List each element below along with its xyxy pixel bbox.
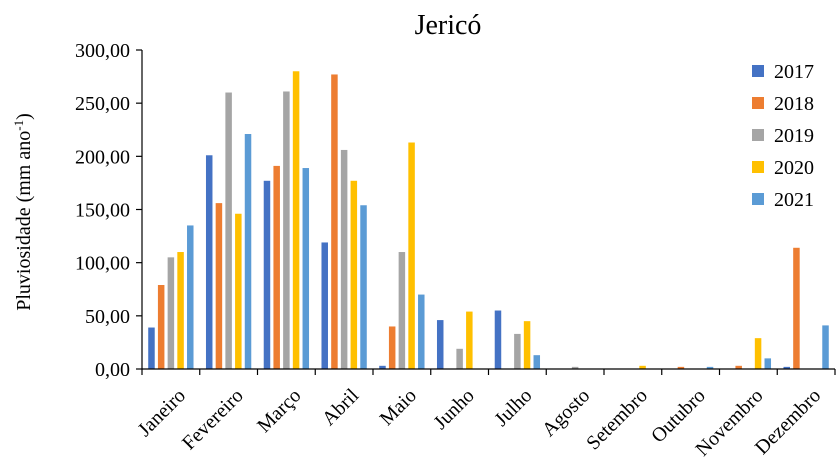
bar-2017-abril: [321, 242, 328, 369]
bar-2017-fevereiro: [205, 155, 213, 369]
bar-2021-janeiro: [187, 225, 194, 369]
bar-2020-junho: [466, 311, 473, 369]
bar-2020-março: [292, 71, 300, 370]
bar-2017-janeiro: [148, 327, 155, 369]
legend-swatch-2019: [752, 129, 764, 141]
bar-2020-abril: [350, 180, 358, 369]
x-tick-label: Maio: [376, 385, 421, 430]
y-tick-label: 200,00: [75, 146, 130, 168]
legend-label-2020: 2020: [774, 157, 814, 179]
legend-label-2021: 2021: [774, 189, 814, 211]
bar-2021-novembro: [764, 358, 772, 369]
bar-2018-dezembro: [793, 247, 800, 369]
x-tick-label: Julho: [490, 385, 536, 431]
legend-label-2018: 2018: [774, 93, 814, 115]
x-tick-label: Fevereiro: [178, 385, 248, 455]
bar-2021-julho: [533, 355, 541, 369]
legend-swatch-2021: [752, 193, 764, 205]
bar-2019-agosto: [571, 366, 579, 369]
bar-2020-janeiro: [177, 252, 184, 369]
bars-group: [148, 71, 829, 370]
y-axis-label: Pluviosidade (mm ano-1): [11, 113, 35, 311]
bar-2019-maio: [398, 252, 406, 369]
legend-swatch-2018: [752, 97, 764, 109]
x-tick-label: Junho: [429, 385, 478, 434]
y-axis-label-suffix: ): [13, 113, 35, 120]
x-tick-label: Janeiro: [134, 385, 190, 441]
legend-label-2017: 2017: [774, 61, 814, 83]
bar-2019-junho: [456, 348, 463, 369]
bar-2018-outubro: [677, 366, 685, 369]
y-axis-label-main: Pluviosidade (mm ano: [13, 131, 35, 311]
bar-2021-abril: [360, 205, 367, 369]
legend: 2017 2018 2019 2020 2021: [752, 61, 814, 211]
bar-2018-maio: [388, 326, 396, 369]
bar-2017-dezembro: [783, 366, 790, 369]
y-tick-label: 250,00: [75, 93, 130, 115]
bar-2018-novembro: [735, 365, 742, 369]
bar-2017-julho: [494, 310, 502, 369]
bar-2021-outubro: [706, 366, 714, 369]
x-tick-label: Agosto: [538, 385, 594, 441]
y-tick-label: 50,00: [85, 306, 130, 328]
bar-2019-janeiro: [167, 257, 175, 369]
legend-swatch-2020: [752, 161, 764, 173]
y-axis-label-superscript: -1: [11, 120, 26, 131]
legend-label-2019: 2019: [774, 125, 814, 147]
y-tick-label: 0,00: [95, 359, 130, 381]
bar-2018-fevereiro: [215, 203, 223, 369]
legend-swatch-2017: [752, 65, 764, 77]
y-tick-label: 100,00: [75, 253, 130, 275]
y-axis: 0,00 50,00 100,00 150,00 200,00 250,00 300,00: [75, 40, 143, 381]
bar-2019-fevereiro: [225, 92, 232, 369]
chart-title: Jericó: [415, 10, 482, 41]
bar-2020-maio: [408, 142, 415, 369]
bar-2017-março: [263, 180, 271, 369]
bar-2020-julho: [523, 321, 531, 369]
bar-2020-novembro: [754, 338, 762, 369]
bar-2018-março: [273, 165, 280, 369]
bar-2018-abril: [331, 74, 338, 370]
bar-2018-janeiro: [157, 285, 165, 369]
bar-2017-maio: [379, 365, 386, 369]
bar-2019-julho: [514, 333, 521, 369]
bar-2017-junho: [436, 320, 444, 369]
bar-2021-fevereiro: [244, 134, 252, 369]
bar-2021-maio: [418, 294, 425, 369]
y-tick-label: 300,00: [75, 40, 130, 62]
x-tick-label: Março: [253, 385, 305, 437]
bar-2020-setembro: [639, 365, 646, 369]
x-tick-label: Abril: [318, 384, 364, 430]
bar-2020-fevereiro: [235, 213, 242, 369]
x-tick-label: Setembro: [582, 385, 652, 455]
bar-2019-março: [283, 91, 290, 369]
bar-2021-dezembro: [822, 325, 829, 369]
y-tick-label: 150,00: [75, 200, 130, 222]
bar-2021-março: [302, 168, 310, 369]
bar-2019-abril: [340, 149, 348, 369]
